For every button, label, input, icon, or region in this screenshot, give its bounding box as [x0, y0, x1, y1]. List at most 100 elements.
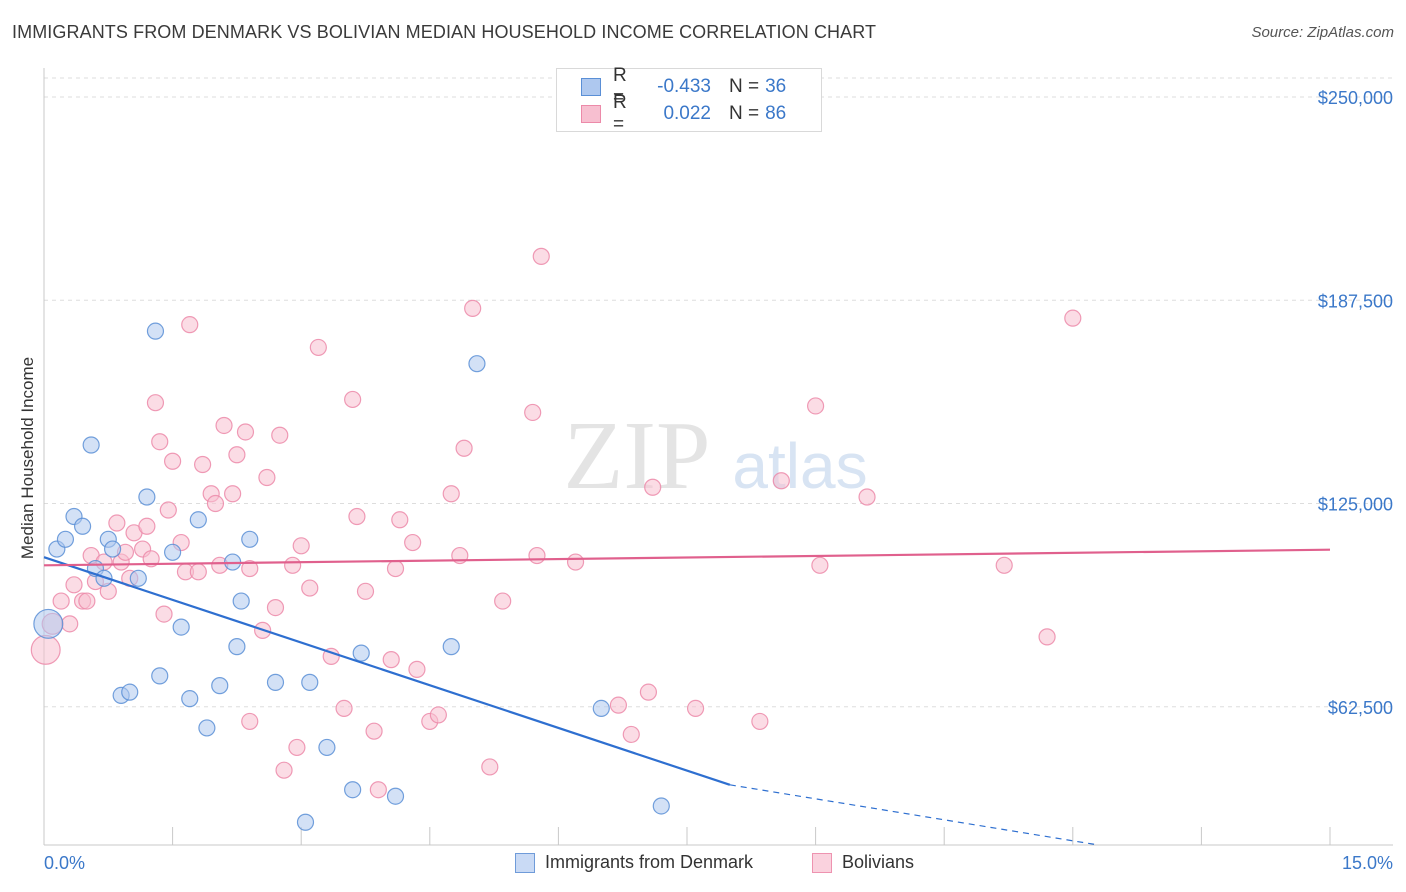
data-point-denmark [56, 530, 75, 548]
legend-r-label: R = [613, 65, 627, 108]
data-point-bolivians [215, 416, 233, 435]
x-tick-label-min: 0.0% [44, 853, 85, 873]
legend-swatch-pink [812, 852, 832, 873]
data-point-bolivians [189, 563, 207, 581]
data-point-denmark [232, 592, 250, 610]
data-point-bolivians [266, 598, 285, 617]
data-point-bolivians [335, 699, 353, 718]
legend-swatch-blue [515, 852, 535, 873]
data-point-denmark [33, 608, 64, 639]
data-point-denmark [151, 667, 169, 685]
data-point-denmark [592, 699, 610, 718]
legend-label-denmark: Immigrants from Denmark [545, 852, 754, 872]
y-tick-labels: $62,500 $125,000 $187,500 $250,000 [1318, 88, 1393, 718]
legend-r-label: R = [613, 92, 627, 135]
data-point-denmark [318, 738, 336, 757]
data-point-bolivians [524, 403, 542, 422]
data-point-bolivians [292, 537, 310, 555]
legend-n-label: N = [729, 103, 760, 124]
data-point-bolivians [408, 660, 426, 678]
trend-line-denmark [43, 556, 731, 786]
data-point-denmark [73, 517, 92, 535]
data-point-bolivians [194, 455, 212, 474]
data-point-bolivians [155, 605, 173, 623]
legend-r-value: 0.022 [663, 103, 711, 124]
legend-swatch-pink [581, 105, 601, 123]
legend-label-bolivians: Bolivians [842, 852, 915, 872]
data-point-bolivians [241, 712, 259, 731]
data-point-bolivians [772, 472, 790, 490]
trend-line-denmark-extension [729, 784, 1099, 846]
legend-r-value: -0.433 [657, 76, 711, 97]
data-point-denmark [164, 543, 182, 561]
data-point-bolivians [258, 468, 276, 487]
data-point-denmark [189, 511, 207, 529]
data-point-bolivians [61, 615, 79, 633]
data-point-bolivians [429, 706, 447, 724]
data-point-denmark [95, 569, 113, 587]
data-point-denmark [146, 322, 165, 340]
data-point-bolivians [181, 316, 199, 334]
trend-lines [43, 548, 1331, 846]
legend-item-bolivians: Bolivians [812, 852, 914, 873]
axes [43, 68, 1393, 846]
data-point-bolivians [639, 683, 658, 701]
data-point-bolivians [241, 559, 259, 578]
data-point-bolivians [858, 488, 876, 506]
data-point-bolivians [108, 514, 126, 532]
data-point-denmark [228, 638, 246, 656]
watermark-zip: ZIP [564, 402, 711, 510]
data-point-bolivians [322, 647, 340, 665]
data-point-bolivians [622, 725, 640, 744]
source-label: Source: ZipAtlas.com [1251, 24, 1394, 41]
y-tick-label: $250,000 [1318, 88, 1393, 108]
data-point-denmark [468, 355, 486, 373]
data-point-bolivians [609, 696, 628, 714]
data-point-denmark [121, 683, 139, 701]
data-point-denmark [181, 690, 199, 708]
data-point-bolivians [1038, 628, 1056, 646]
data-point-bolivians [275, 761, 293, 779]
legend-swatch-blue [581, 78, 601, 96]
data-point-bolivians [142, 550, 160, 568]
data-point-bolivians [309, 338, 327, 357]
data-point-bolivians [481, 758, 499, 776]
series-legend: Immigrants from Denmark Bolivians [0, 852, 1406, 876]
data-point-bolivians [464, 299, 482, 317]
data-point-bolivians [644, 478, 662, 496]
data-point-bolivians [811, 556, 829, 574]
data-point-denmark [296, 813, 315, 831]
data-point-denmark [82, 436, 100, 454]
correlation-legend: R = -0.433 N = 36 R = 0.022 N = 86 [556, 65, 822, 135]
series-immigrants-from-denmark [33, 322, 670, 831]
data-point-denmark [652, 797, 670, 815]
data-point-bolivians [806, 397, 825, 415]
data-point-denmark [211, 677, 229, 695]
data-point-denmark [442, 638, 460, 656]
data-point-bolivians [686, 699, 705, 718]
data-point-bolivians [65, 576, 83, 594]
legend-n-value: 86 [765, 103, 787, 124]
trend-line-bolivians [43, 548, 1331, 567]
data-point-bolivians [159, 501, 177, 519]
gridlines [44, 77, 1393, 708]
chart-title: IMMIGRANTS FROM DENMARK VS BOLIVIAN MEDI… [12, 22, 877, 42]
data-point-bolivians [404, 533, 422, 552]
data-point-denmark [301, 673, 319, 691]
data-point-bolivians [532, 247, 550, 265]
data-point-bolivians [30, 634, 61, 665]
y-tick-label: $62,500 [1328, 698, 1393, 718]
data-point-denmark [266, 673, 285, 691]
legend-row-bolivians: R = 0.022 N = 86 [581, 92, 787, 135]
watermark-atlas: atlas [732, 430, 867, 502]
legend-row-denmark: R = -0.433 N = 36 [581, 65, 786, 108]
data-point-denmark [241, 530, 259, 548]
data-point-bolivians [164, 452, 182, 470]
data-point-denmark [386, 787, 405, 805]
data-point-bolivians [382, 651, 400, 669]
data-point-bolivians [386, 559, 405, 578]
data-point-bolivians [288, 738, 306, 757]
data-point-bolivians [228, 446, 246, 464]
data-point-bolivians [146, 394, 165, 412]
